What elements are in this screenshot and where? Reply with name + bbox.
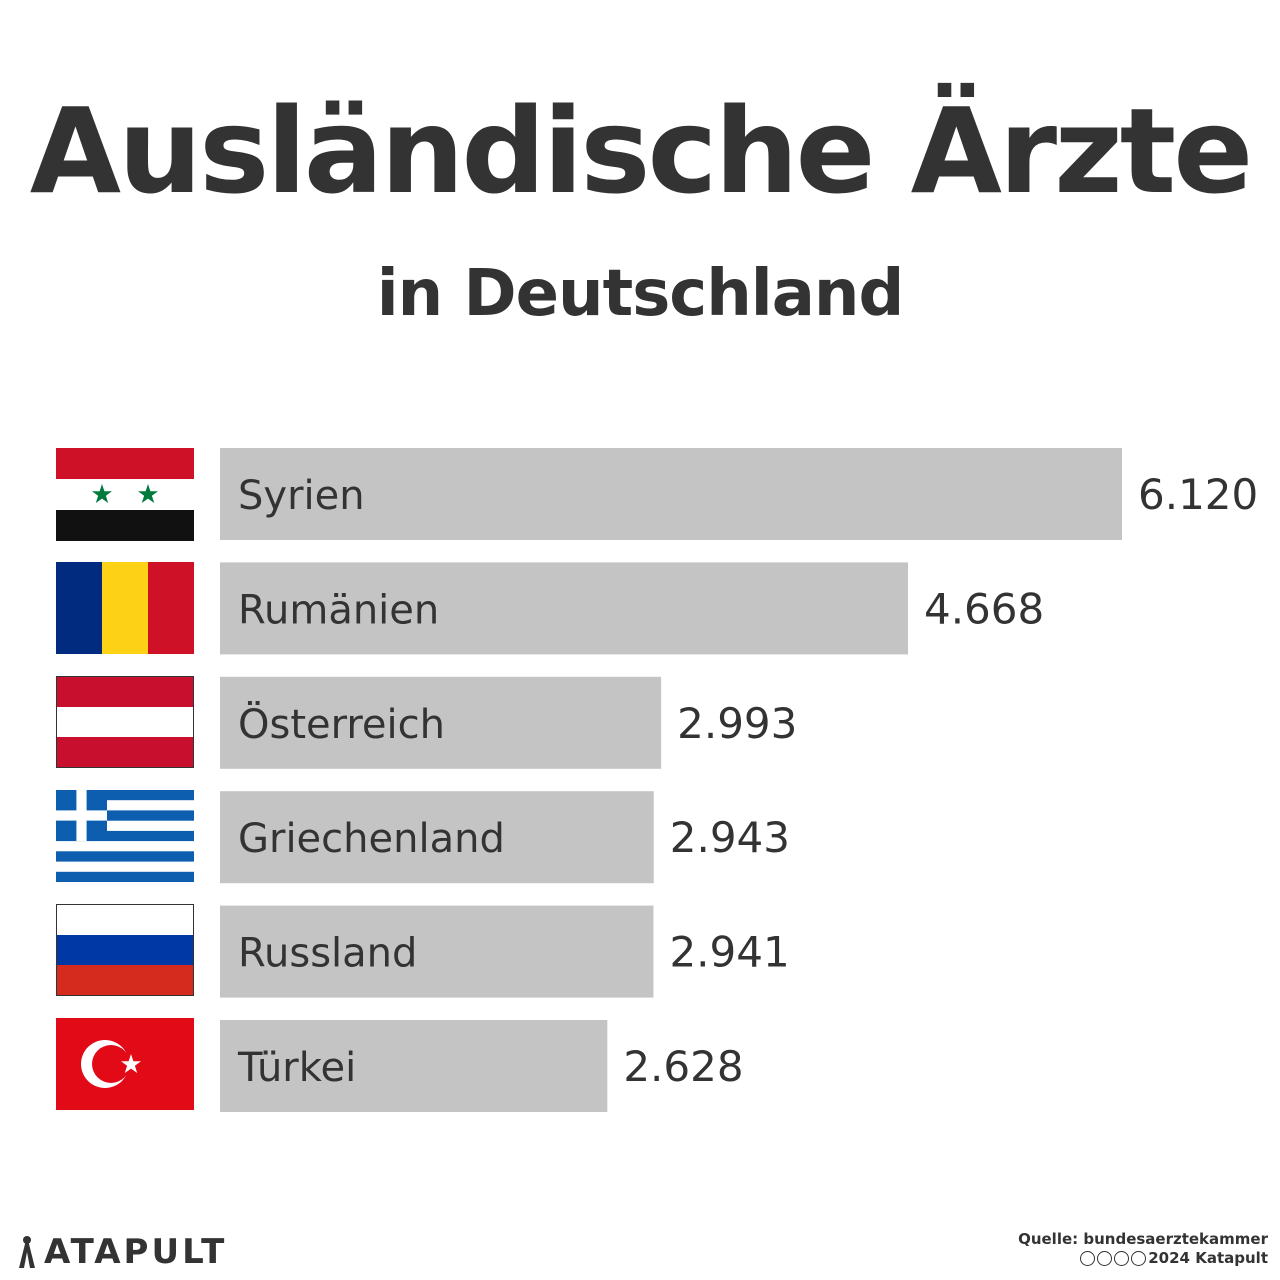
brand-name: ATAPULT [44, 1232, 228, 1272]
category-label: Österreich [238, 700, 445, 748]
bar-series [220, 448, 1122, 1112]
flag-greece-icon [56, 790, 194, 882]
katapult-logo-icon [19, 1236, 35, 1268]
value-label: 2.943 [670, 813, 790, 862]
cc-icon [1080, 1251, 1096, 1266]
flag-syria-icon [56, 448, 194, 541]
bar [220, 905, 654, 998]
chart-subtitle: in Deutschland [376, 257, 905, 331]
flag-turkey-icon [56, 1018, 194, 1110]
license-text: 2024 Katapult [1148, 1249, 1268, 1267]
chart-title: Ausländische Ärzte [29, 82, 1254, 220]
bar [220, 676, 662, 769]
source-note: Quelle: bundesaerztekammer 2024 Katapult [1018, 1230, 1268, 1268]
category-label: Rumänien [238, 587, 439, 633]
source-text: Quelle: bundesaerztekammer [1018, 1230, 1268, 1248]
bar [220, 1020, 608, 1112]
value-label: 2.628 [623, 1042, 743, 1091]
value-label: 6.120 [1138, 470, 1258, 519]
license-row: 2024 Katapult [1018, 1249, 1268, 1268]
value-label: 2.941 [669, 928, 789, 977]
category-label: Syrien [238, 473, 365, 519]
category-label: Türkei [237, 1045, 356, 1091]
bar-chart: Syrien Rumänien Österreich Griechenland … [56, 448, 1258, 1112]
flag-russia-icon [56, 904, 194, 996]
by-icon [1097, 1251, 1113, 1266]
bar [220, 791, 654, 884]
bar [220, 448, 1122, 540]
nd-icon [1131, 1251, 1147, 1266]
nc-icon [1114, 1251, 1130, 1266]
flag-austria-icon [56, 676, 194, 768]
flag-romania-icon [56, 562, 194, 654]
value-labels: 6.120 4.668 2.993 2.943 2.941 2.628 [623, 470, 1258, 1091]
category-labels: Syrien Rumänien Österreich Griechenland … [237, 473, 505, 1091]
value-label: 2.993 [677, 699, 797, 748]
category-label: Griechenland [238, 816, 505, 862]
value-label: 4.668 [924, 584, 1044, 633]
brand-logo: ATAPULT [16, 1232, 227, 1272]
category-label: Russland [238, 931, 417, 977]
bar [220, 562, 908, 655]
